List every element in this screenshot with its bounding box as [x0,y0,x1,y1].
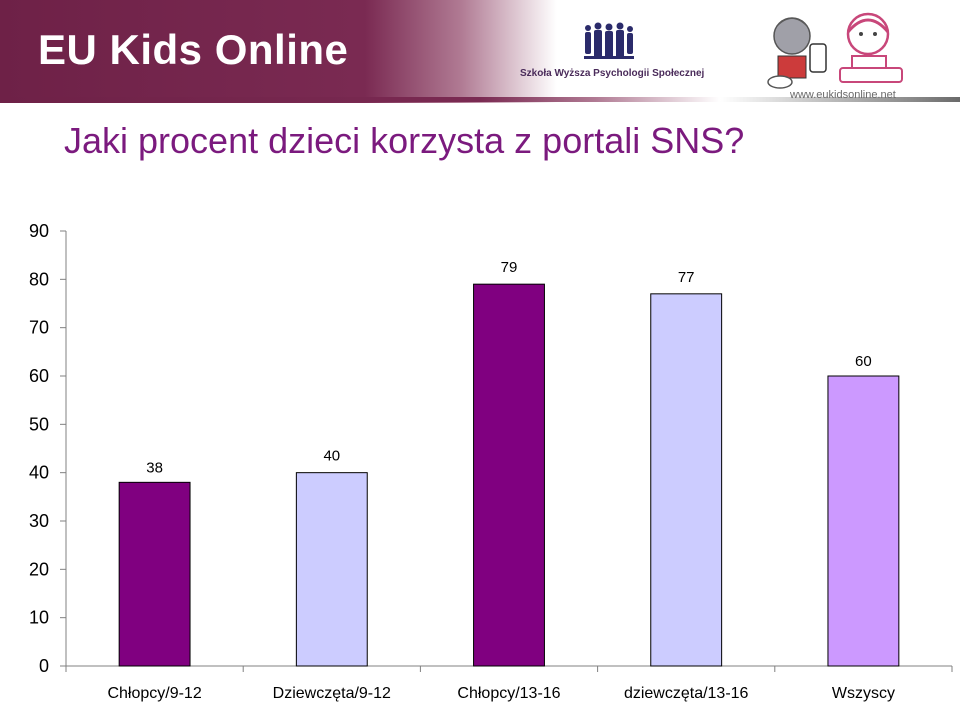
brand-logo-text: EU Kids Online [38,26,349,73]
x-tick-label: Dziewczęta/9-12 [273,685,391,702]
x-tick-label: Wszyscy [832,685,895,702]
y-tick-label: 60 [29,366,49,386]
y-tick-label: 80 [29,269,49,289]
data-label: 38 [146,459,163,476]
data-label: 40 [323,448,340,465]
bar [827,375,900,667]
people-logo-icon [584,22,634,59]
data-label: 77 [678,269,695,286]
y-tick-label: 40 [29,463,49,483]
y-tick-label: 30 [29,511,49,531]
website-url: www.eukidsonline.net [790,89,896,101]
slide-title: Jaki procent dzieci korzysta z portali S… [64,120,745,161]
y-tick-label: 10 [29,608,49,628]
bar [473,283,545,667]
y-tick-label: 0 [39,656,49,676]
y-tick-label: 20 [29,559,49,579]
x-tick-label: Chłopcy/13-16 [457,685,560,702]
school-name: Szkoła Wyższa Psychologii Społecznej [520,68,705,79]
x-tick-label: dziewczęta/13-16 [624,685,749,702]
y-tick-label: 50 [29,414,49,434]
y-tick-label: 70 [29,318,49,338]
header-underline [0,97,960,102]
data-label: 79 [501,259,518,276]
bar [118,481,191,667]
kids-illustration-icon [767,12,903,89]
y-tick-label: 90 [29,221,49,241]
data-label: 60 [855,353,872,370]
bar [650,293,723,667]
bar [295,472,368,667]
x-tick-label: Chłopcy/9-12 [107,685,201,702]
